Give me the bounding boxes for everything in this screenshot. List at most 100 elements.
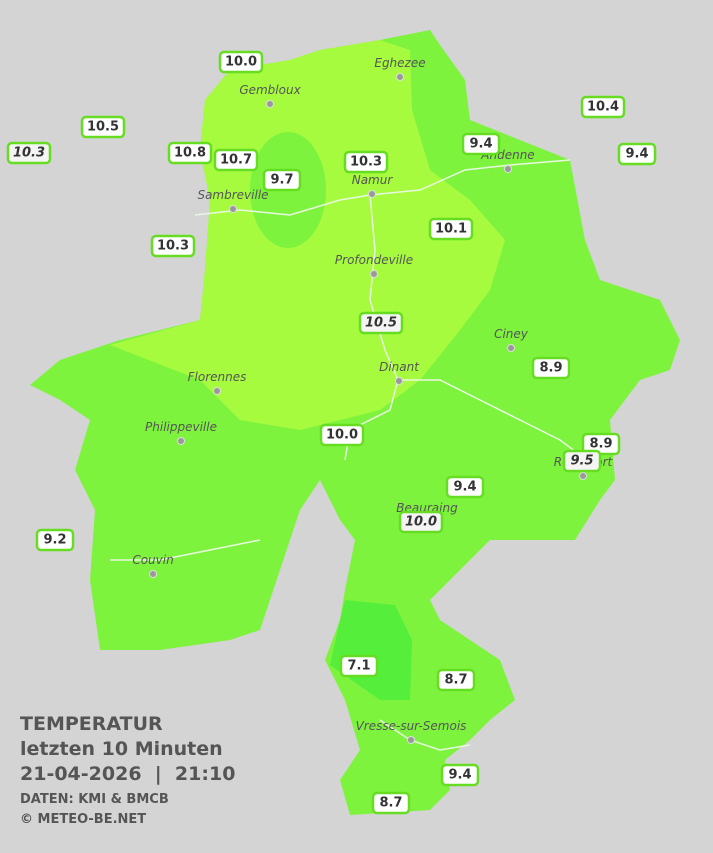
station-value: 10.3 [13, 146, 45, 161]
city-name: Vresse-sur-Semois [356, 719, 467, 733]
station-value: 8.9 [589, 437, 612, 452]
station-value: 10.5 [87, 120, 119, 135]
station: 8.9 [581, 432, 621, 456]
city-name: Profondeville [335, 253, 413, 267]
city-name: Philippeville [145, 420, 217, 434]
station: 9.4 [461, 132, 501, 156]
station: 9.4 [617, 142, 657, 166]
station-value: 10.3 [157, 239, 189, 254]
station-box [440, 763, 480, 787]
station: 10.3 [6, 141, 52, 165]
station: 9.4 [440, 763, 480, 787]
station-box [371, 791, 411, 815]
station-value: 9.7 [270, 173, 293, 188]
city-dot [395, 377, 403, 385]
city-dot [229, 205, 237, 213]
station-box [218, 50, 264, 74]
city-dot [213, 387, 221, 395]
city-name: Couvin [132, 553, 173, 567]
city-dot [507, 344, 515, 352]
station-box [398, 510, 444, 534]
station-value: 10.0 [225, 55, 257, 70]
city-dot [504, 165, 512, 173]
station-value: 10.7 [220, 153, 252, 168]
city-name: Ciney [494, 327, 529, 341]
city-name: Sambreville [197, 188, 268, 202]
city-dot [149, 570, 157, 578]
rivers [110, 159, 601, 751]
station-box [80, 115, 126, 139]
city-name: Namur [352, 173, 394, 187]
city-dot [370, 270, 378, 278]
station-box [445, 475, 485, 499]
station-value: 9.4 [448, 768, 471, 783]
station: 8.9 [531, 356, 571, 380]
station-value: 10.3 [350, 155, 382, 170]
station-box [262, 168, 302, 192]
station-box [343, 150, 389, 174]
station: 10.0 [398, 510, 444, 534]
station-value: 10.5 [365, 316, 397, 331]
legend-source: DATEN: KMI & BMCB [20, 792, 169, 807]
station: 10.8 [167, 141, 213, 165]
station-value: 9.4 [625, 147, 648, 162]
station-box [150, 234, 196, 258]
station-value: 9.4 [469, 137, 492, 152]
station-value: 9.5 [570, 454, 593, 469]
station: 10.5 [80, 115, 126, 139]
station-box [167, 141, 213, 165]
station-box [35, 528, 75, 552]
station-value: 10.4 [587, 100, 619, 115]
city-dot [266, 100, 274, 108]
station-box [461, 132, 501, 156]
station: 10.3 [343, 150, 389, 174]
station-box [339, 654, 379, 678]
station-value: 8.9 [539, 361, 562, 376]
station-value: 10.0 [326, 428, 358, 443]
station-value: 9.2 [43, 533, 66, 548]
city-dot [368, 190, 376, 198]
province [30, 30, 680, 815]
station: 10.0 [319, 423, 365, 447]
station: 10.0 [218, 50, 264, 74]
station: 10.5 [358, 311, 404, 335]
station-box [562, 449, 602, 473]
station-box [531, 356, 571, 380]
city-dot [407, 736, 415, 744]
station-box [580, 95, 626, 119]
legend-copyright: © METEO-BE.NET [20, 812, 146, 827]
legend-subtitle: letzten 10 Minuten [20, 738, 223, 760]
station: 9.7 [262, 168, 302, 192]
station: 10.7 [213, 148, 259, 172]
station-box [617, 142, 657, 166]
city-name: Florennes [188, 370, 247, 384]
station: 10.3 [150, 234, 196, 258]
legend-timestamp: 21-04-2026 | 21:10 [20, 763, 235, 785]
station: 10.4 [580, 95, 626, 119]
legend-title: TEMPERATUR [20, 713, 163, 735]
station-box [358, 311, 404, 335]
legend: TEMPERATUR letzten 10 Minuten 21-04-2026… [20, 713, 235, 827]
station-box [213, 148, 259, 172]
station-value: 7.1 [347, 659, 370, 674]
station-box [428, 217, 474, 241]
station: 9.4 [445, 475, 485, 499]
station-value: 8.7 [444, 673, 467, 688]
station: 9.5 [562, 449, 602, 473]
station-value: 8.7 [379, 796, 402, 811]
station-value: 10.0 [405, 515, 437, 530]
city-dot [579, 472, 587, 480]
station: 8.7 [371, 791, 411, 815]
station-box [6, 141, 52, 165]
station-box [319, 423, 365, 447]
city-name: Eghezee [374, 56, 425, 70]
station: 9.2 [35, 528, 75, 552]
station-box [436, 668, 476, 692]
city-dot [177, 437, 185, 445]
city-name: Gembloux [239, 83, 301, 97]
station-value: 10.8 [174, 146, 206, 161]
station: 7.1 [339, 654, 379, 678]
station-value: 9.4 [453, 480, 476, 495]
city-dot [396, 73, 404, 81]
